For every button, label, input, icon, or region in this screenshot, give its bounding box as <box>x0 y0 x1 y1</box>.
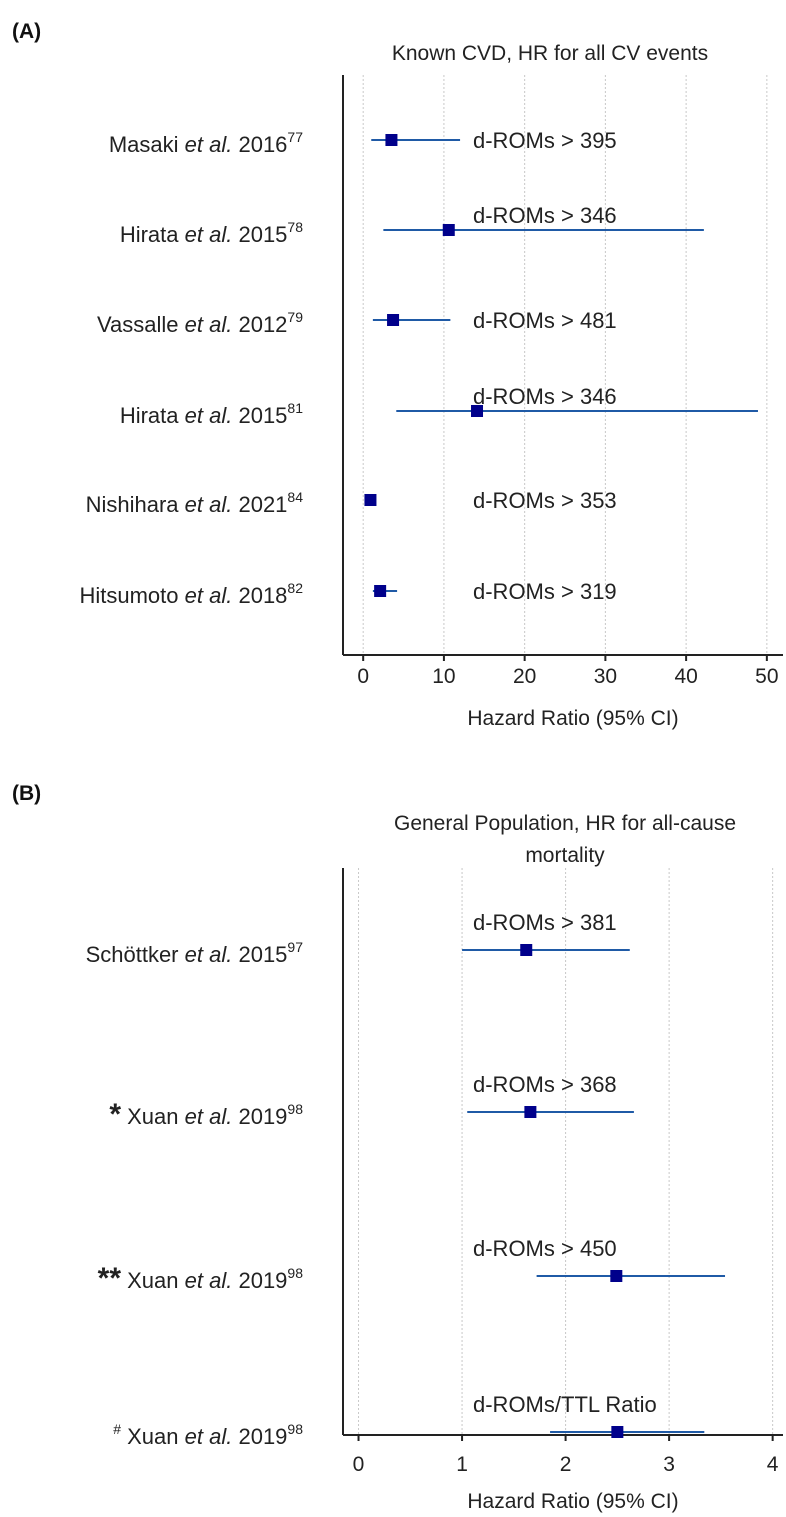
study-author: Hirata <box>120 403 179 428</box>
study-author: Hitsumoto <box>79 583 178 608</box>
study-label: Hirata et al. 201578 <box>120 219 303 247</box>
hazard-ratio-point <box>524 1106 537 1118</box>
study-label: ** Xuan et al. 201998 <box>98 1262 304 1295</box>
study-label: Masaki et al. 201677 <box>109 129 303 157</box>
x-axis-label: Hazard Ratio (95% CI) <box>467 707 678 730</box>
study-author: Schöttker <box>86 942 179 967</box>
cutoff-label: d-ROMs > 346 <box>473 384 617 409</box>
chart-title: mortality <box>525 844 605 867</box>
study-year: 2012 <box>238 312 287 337</box>
x-tick-label: 10 <box>432 665 455 688</box>
hazard-ratio-point <box>364 494 377 506</box>
study-etal: et al. <box>185 222 233 247</box>
cutoff-label: d-ROMs > 450 <box>473 1236 617 1261</box>
chart-title: Known CVD, HR for all CV events <box>392 42 708 65</box>
x-axis-label: Hazard Ratio (95% CI) <box>467 1490 678 1513</box>
x-tick-label: 20 <box>513 665 536 688</box>
study-reference: 79 <box>287 309 303 325</box>
study-year: 2018 <box>238 583 287 608</box>
study-etal: et al. <box>185 312 233 337</box>
study-reference: 84 <box>287 489 303 505</box>
study-etal: et al. <box>185 132 233 157</box>
study-label: Nishihara et al. 202184 <box>86 489 304 517</box>
study-author: Masaki <box>109 132 179 157</box>
hazard-ratio-point <box>385 134 398 146</box>
study-reference: 77 <box>287 129 303 145</box>
x-tick-label: 0 <box>353 1453 365 1476</box>
panel-a-forest-plot: Known CVD, HR for all CV events 0 10 20 30 40… <box>79 42 783 730</box>
study-label: Hitsumoto et al. 201882 <box>79 580 303 608</box>
cutoff-label: d-ROMs > 481 <box>473 308 617 333</box>
cutoff-label: d-ROMs > 395 <box>473 128 617 153</box>
study-label: Vassalle et al. 201279 <box>97 309 303 337</box>
study-reference: 98 <box>287 1265 303 1281</box>
study-reference: 81 <box>287 400 303 416</box>
study-reference: 98 <box>287 1421 303 1437</box>
study-author: Xuan <box>127 1424 178 1449</box>
study-reference: 78 <box>287 219 303 235</box>
study-year: 2019 <box>238 1104 287 1129</box>
study-year: 2015 <box>238 942 287 967</box>
chart-title: General Population, HR for all-cause <box>394 812 736 835</box>
study-label: * Xuan et al. 201998 <box>109 1098 303 1131</box>
study-author: Xuan <box>127 1104 178 1129</box>
panel-a-label: (A) <box>12 20 41 43</box>
study-year: 2015 <box>238 222 287 247</box>
x-tick-label: 30 <box>594 665 617 688</box>
cutoff-label: d-ROMs > 346 <box>473 203 617 228</box>
study-year: 2019 <box>238 1424 287 1449</box>
study-prefix-marker: * <box>109 1098 121 1131</box>
hazard-ratio-point <box>374 585 387 597</box>
study-year: 2019 <box>238 1268 287 1293</box>
study-etal: et al. <box>185 583 233 608</box>
study-year: 2016 <box>238 132 287 157</box>
x-tick-label: 4 <box>767 1453 779 1476</box>
hazard-ratio-point <box>520 944 533 956</box>
study-author: Nishihara <box>86 492 180 517</box>
x-tick-label: 3 <box>663 1453 675 1476</box>
cutoff-label: d-ROMs > 353 <box>473 488 617 513</box>
study-author: Xuan <box>127 1268 178 1293</box>
panel-b-forest-plot: General Population, HR for all-cause mort… <box>86 812 783 1513</box>
study-etal: et al. <box>185 1268 233 1293</box>
hazard-ratio-point <box>387 314 400 326</box>
study-reference: 98 <box>287 1101 303 1117</box>
cutoff-label: d-ROMs > 319 <box>473 579 617 604</box>
study-etal: et al. <box>185 1424 233 1449</box>
cutoff-label: d-ROMs > 368 <box>473 1072 617 1097</box>
x-tick-label: 0 <box>357 665 369 688</box>
hazard-ratio-point <box>611 1426 624 1438</box>
study-etal: et al. <box>185 403 233 428</box>
study-year: 2015 <box>238 403 287 428</box>
study-reference: 97 <box>287 939 303 955</box>
cutoff-label: d-ROMs/TTL Ratio <box>473 1392 657 1417</box>
study-year: 2021 <box>238 492 287 517</box>
study-author: Vassalle <box>97 312 179 337</box>
study-prefix-marker: ** <box>98 1262 122 1295</box>
study-label: # Xuan et al. 201998 <box>113 1421 303 1449</box>
x-tick-label: 50 <box>755 665 778 688</box>
x-tick-label: 1 <box>456 1453 468 1476</box>
study-etal: et al. <box>185 1104 233 1129</box>
panel-b-label: (B) <box>12 782 41 805</box>
study-author: Hirata <box>120 222 179 247</box>
study-label: Schöttker et al. 201597 <box>86 939 304 967</box>
study-label: Hirata et al. 201581 <box>120 400 303 428</box>
study-reference: 82 <box>287 580 303 596</box>
study-etal: et al. <box>185 942 233 967</box>
x-tick-label: 40 <box>674 665 697 688</box>
hazard-ratio-point <box>471 405 484 417</box>
hazard-ratio-point <box>610 1270 623 1282</box>
x-tick-label: 2 <box>560 1453 572 1476</box>
hazard-ratio-point <box>442 224 455 236</box>
cutoff-label: d-ROMs > 381 <box>473 910 617 935</box>
study-prefix-marker: # <box>113 1421 121 1437</box>
study-etal: et al. <box>185 492 233 517</box>
